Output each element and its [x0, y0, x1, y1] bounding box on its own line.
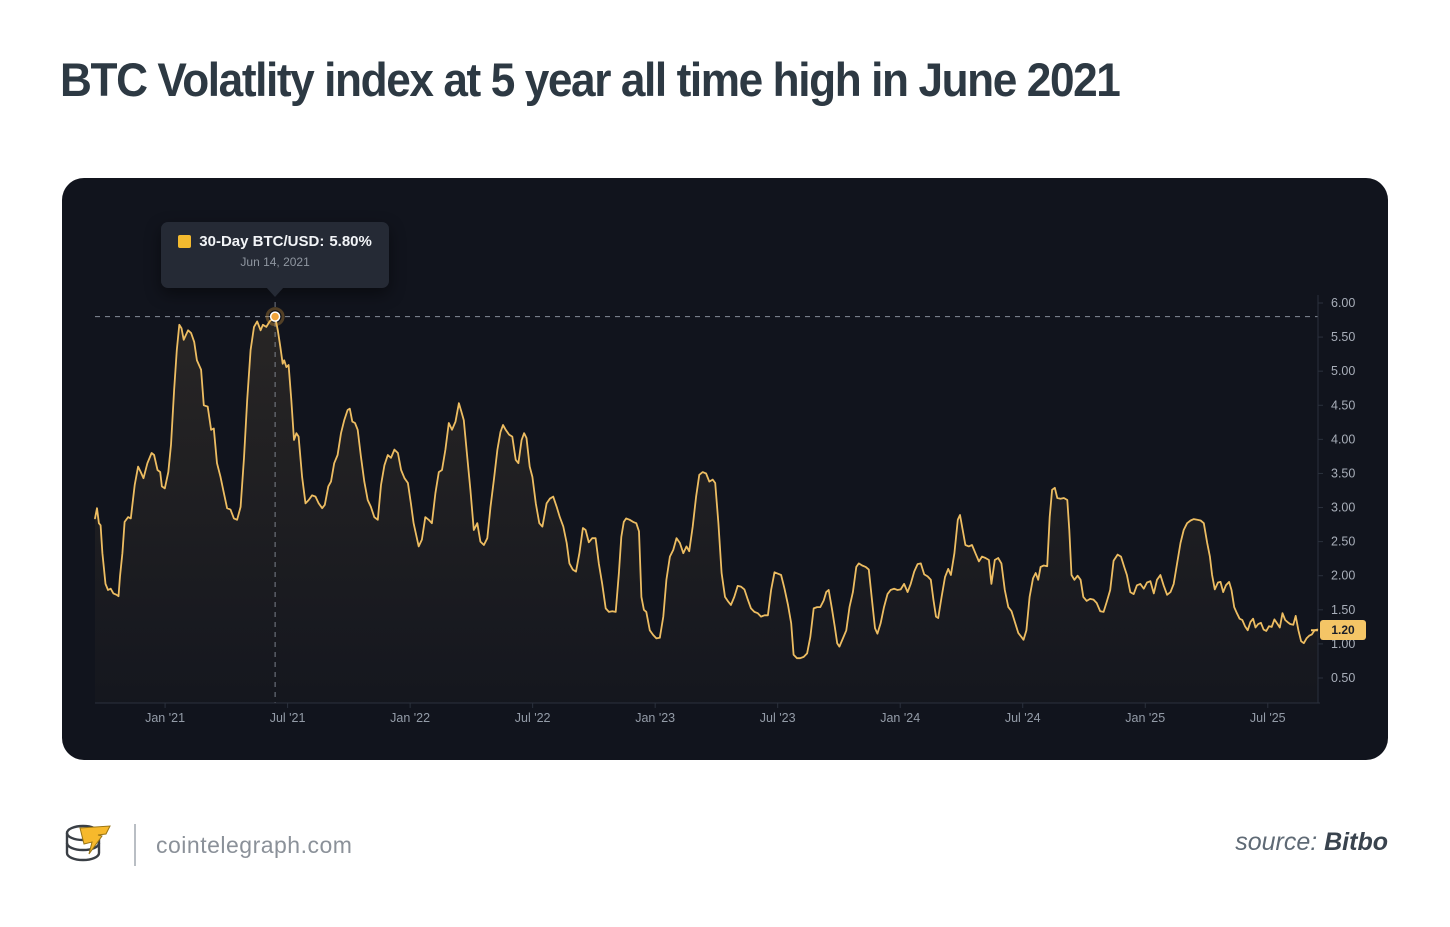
source-credit: source: Bitbo [1235, 828, 1388, 857]
x-axis-tick-label: Jul '22 [515, 711, 551, 725]
footer-brand-text: cointelegraph.com [156, 831, 353, 858]
chart-panel: Jan '21 Jul '21 Jan '22 Jul '22 Jan '23 Jul '… [62, 178, 1388, 760]
last-price-badge: 1.20 [1320, 620, 1366, 641]
tooltip-series-label: 30-Day BTC/USD: [199, 233, 325, 250]
y-axis-tick-label: 4.50 [1331, 398, 1355, 412]
volatility-chart[interactable]: Jan '21 Jul '21 Jan '22 Jul '22 Jan '23 Jul '… [62, 178, 1388, 760]
chart-tooltip: 30-Day BTC/USD: 5.80% Jun 14, 2021 [161, 222, 390, 297]
x-axis-tick-label: Jan '24 [880, 711, 920, 725]
x-axis-tick-label: Jan '22 [390, 711, 430, 725]
page-title: BTC Volatlity index at 5 year all time h… [60, 53, 1121, 106]
y-axis-tick-label: 2.00 [1331, 569, 1355, 583]
tooltip-date: Jun 14, 2021 [240, 255, 310, 269]
y-axis-tick-label: 6.00 [1331, 296, 1355, 310]
footer-divider [134, 824, 136, 866]
source-label: source: [1235, 828, 1318, 856]
high-marker-dot[interactable] [269, 311, 281, 322]
y-axis-tick-label: 2.50 [1331, 535, 1355, 549]
y-axis-tick-label: 5.00 [1331, 364, 1355, 378]
tooltip-value: 5.80% [329, 233, 372, 250]
x-axis-tick-label: Jan '25 [1125, 711, 1165, 725]
source-name: Bitbo [1324, 828, 1388, 856]
series-swatch-icon [178, 235, 192, 248]
page-footer: cointelegraph.com source: Bitbo [62, 818, 1388, 878]
y-axis-tick-label: 3.00 [1331, 501, 1355, 515]
volatility-area-fill [95, 316, 1318, 703]
x-axis-tick-label: Jul '24 [1005, 711, 1041, 725]
x-axis-tick-label: Jan '21 [145, 711, 185, 725]
volatility-line[interactable] [94, 315, 1319, 660]
high-marker-halo [265, 307, 285, 327]
x-axis-tick-label: Jul '21 [270, 711, 306, 725]
x-axis-tick-label: Jul '23 [760, 711, 796, 725]
tooltip-series-row: 30-Day BTC/USD: 5.80% [161, 233, 389, 250]
y-axis-tick-label: 5.50 [1331, 330, 1355, 344]
y-axis-tick-label: 3.50 [1331, 466, 1355, 480]
y-axis-tick-label: 1.50 [1331, 603, 1355, 617]
y-axis-tick-label: 0.50 [1331, 671, 1355, 685]
y-axis-tick-label: 4.00 [1331, 432, 1355, 446]
x-axis-tick-label: Jul '25 [1250, 711, 1286, 725]
footer-brand-block: cointelegraph.com [62, 818, 352, 872]
cointelegraph-logo-icon [65, 824, 111, 862]
x-axis-tick-label: Jan '23 [635, 711, 675, 725]
y-axis-tick-label: 1.00 [1331, 637, 1355, 651]
